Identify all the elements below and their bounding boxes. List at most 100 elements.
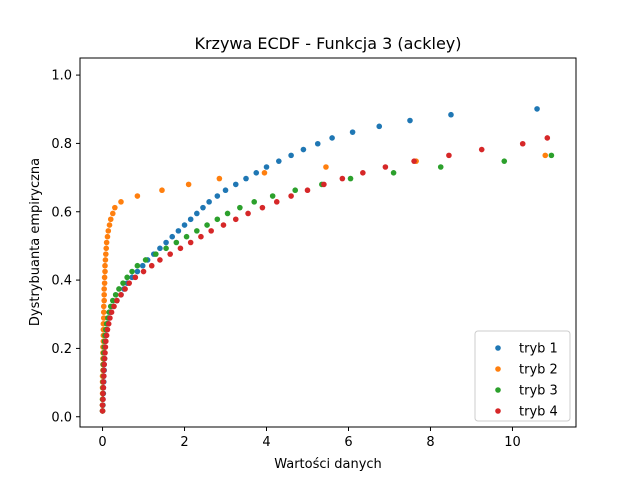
data-point [183, 233, 190, 240]
data-point [100, 367, 107, 374]
data-point [253, 170, 260, 176]
data-point [185, 181, 192, 188]
series-4 [99, 135, 551, 414]
data-point [126, 280, 132, 286]
data-point [148, 262, 155, 269]
y-tick-label: 1.0 [51, 69, 72, 84]
y-tick-label: 0.2 [51, 342, 72, 357]
data-point [114, 297, 120, 304]
data-point [109, 210, 116, 217]
data-point [104, 326, 111, 333]
data-point [109, 297, 116, 304]
legend-marker [495, 408, 501, 414]
x-tick-label: 4 [262, 435, 270, 450]
data-point [347, 175, 354, 182]
data-point [103, 251, 109, 257]
y-tick-label: 0.4 [51, 274, 72, 289]
data-point [101, 361, 107, 368]
data-point [111, 303, 117, 310]
data-point [139, 262, 146, 269]
data-point [349, 129, 356, 135]
data-point [153, 251, 159, 257]
y-axis: 0.0 0.2 0.4 0.6 0.8 1.0 [51, 69, 80, 425]
data-point [104, 233, 111, 240]
data-point [142, 257, 149, 263]
legend-marker [495, 345, 501, 351]
data-point [124, 274, 130, 281]
legend-label: tryb 2 [519, 363, 558, 378]
data-point [100, 309, 107, 316]
data-point [101, 274, 108, 281]
data-point [120, 280, 126, 286]
data-point [101, 297, 107, 304]
data-point [118, 199, 124, 205]
data-point [116, 286, 122, 292]
data-point [407, 117, 413, 124]
data-point [132, 274, 139, 281]
data-point [101, 291, 107, 298]
data-point [200, 204, 206, 211]
data-point [103, 245, 110, 252]
data-point [261, 170, 268, 176]
data-point [112, 291, 119, 298]
data-point [448, 111, 454, 118]
data-point [118, 291, 124, 298]
data-point [314, 140, 321, 147]
data-point [273, 199, 280, 205]
data-point [390, 170, 397, 176]
legend-label: tryb 4 [519, 405, 558, 420]
data-point [163, 245, 169, 252]
data-point [103, 338, 109, 345]
legend: tryb 1 tryb 2 tryb 3 tryb 4 [474, 330, 571, 422]
data-point [157, 257, 163, 263]
legend-label: tryb 3 [519, 384, 558, 399]
data-point [269, 193, 276, 199]
data-point [292, 187, 299, 194]
data-point [101, 280, 108, 286]
plot-area [99, 106, 555, 414]
data-point [198, 233, 204, 240]
x-axis-label: Wartości danych [274, 457, 382, 472]
data-point [216, 175, 223, 182]
data-point [329, 135, 335, 141]
data-point [102, 350, 108, 356]
chart-title: Krzywa ECDF - Funkcja 3 (ackley) [194, 34, 461, 53]
data-point [548, 152, 555, 159]
data-point [214, 216, 221, 223]
data-point [157, 245, 163, 252]
data-point [99, 402, 106, 408]
data-point [173, 239, 180, 246]
data-point [102, 262, 108, 269]
data-point [376, 123, 383, 130]
data-point [167, 251, 173, 257]
data-point [101, 286, 107, 292]
data-point [276, 158, 282, 164]
data-point [159, 187, 165, 194]
legend-marker [495, 387, 501, 393]
data-point [544, 135, 551, 141]
x-tick-label: 6 [344, 435, 352, 450]
data-point [187, 216, 194, 223]
data-point [99, 408, 106, 414]
x-tick-label: 0 [98, 435, 106, 450]
data-point [102, 268, 108, 275]
data-point [263, 164, 270, 170]
data-point [300, 146, 307, 153]
data-point [208, 228, 214, 234]
data-point [360, 170, 366, 176]
data-point [101, 355, 108, 362]
data-point [100, 315, 107, 321]
data-point [222, 187, 229, 194]
data-point [206, 199, 212, 205]
data-point [259, 204, 266, 211]
data-point [169, 233, 176, 240]
data-point [105, 321, 112, 327]
data-point [100, 390, 106, 397]
data-point [243, 175, 249, 182]
data-point [304, 187, 311, 194]
data-point [102, 257, 109, 263]
data-point [411, 158, 417, 164]
data-point [177, 245, 184, 252]
data-point [382, 164, 389, 170]
